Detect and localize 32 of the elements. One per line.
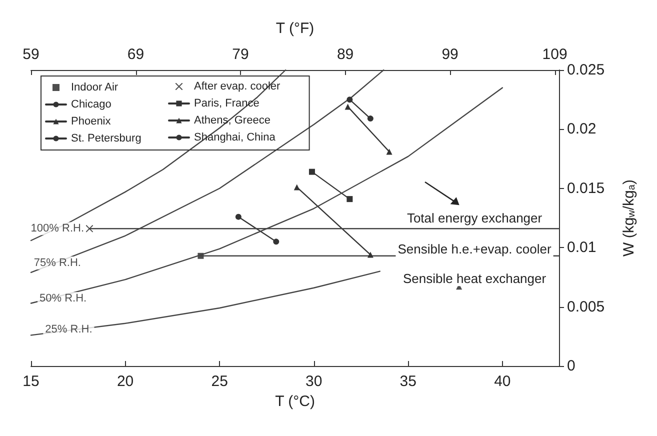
x2-tick-label: 79 bbox=[232, 46, 249, 63]
x2-tick-label: 89 bbox=[336, 46, 354, 63]
x-tick-label: 40 bbox=[494, 373, 511, 390]
x2-tick-label: 69 bbox=[127, 46, 144, 63]
y-tick-label: 0.015 bbox=[567, 180, 605, 197]
legend-label: Chicago bbox=[71, 98, 112, 110]
x-tick-label: 25 bbox=[211, 373, 228, 390]
x-tick-label: 20 bbox=[116, 373, 134, 390]
annotation: 100% R.H. bbox=[30, 222, 84, 235]
y-axis-title: W (kgw/kga) bbox=[620, 180, 638, 256]
x2-tick-label: 99 bbox=[442, 46, 458, 63]
x2-tick-label: 59 bbox=[22, 46, 40, 63]
annotation: 25% R.H. bbox=[45, 323, 92, 336]
y-tick-label: 0.01 bbox=[567, 239, 596, 256]
x-tick-label: 15 bbox=[22, 373, 40, 390]
y-tick-label: 0.025 bbox=[567, 62, 605, 78]
x2-tick-label: 109 bbox=[542, 46, 568, 63]
annotation: Sensible heat exchanger bbox=[402, 271, 547, 286]
annotation: 75% R.H. bbox=[34, 256, 81, 269]
annotation: 50% R.H. bbox=[40, 292, 87, 305]
x2-axis-title: T (°F) bbox=[276, 20, 314, 37]
annotation: Total energy exchanger bbox=[406, 210, 543, 226]
y-tick-label: 0 bbox=[567, 358, 576, 374]
x-tick-label: 35 bbox=[400, 373, 416, 390]
y-tick-label: 0.02 bbox=[567, 120, 596, 138]
legend-label: Phoenix bbox=[71, 116, 112, 128]
annotation: Sensible h.e.+evap. cooler bbox=[398, 242, 552, 257]
x-tick-label: 30 bbox=[306, 373, 322, 390]
legend-label: St. Petersburg bbox=[71, 132, 142, 144]
legend-label: Indoor Air bbox=[71, 82, 118, 94]
x-axis-title: T (°C) bbox=[275, 392, 315, 410]
y-tick-label: 0.005 bbox=[567, 298, 605, 316]
